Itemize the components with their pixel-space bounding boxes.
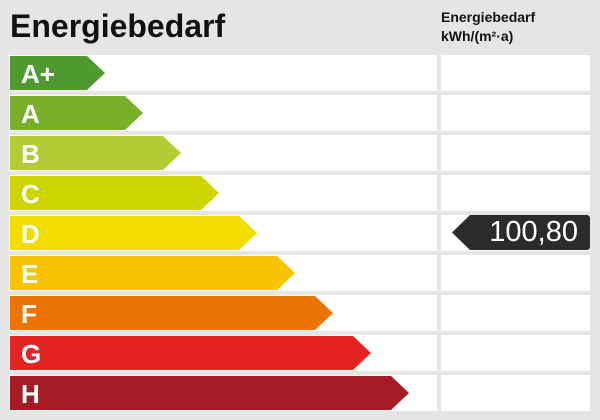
energy-class-arrow-d: D bbox=[10, 216, 257, 250]
energy-class-arrow-b: B bbox=[10, 136, 181, 170]
value-cell bbox=[441, 135, 590, 171]
energy-class-arrow-f: F bbox=[10, 296, 333, 330]
energy-class-label: G bbox=[21, 339, 42, 369]
energy-class-label: C bbox=[21, 179, 40, 209]
energy-class-row: C bbox=[9, 175, 437, 211]
energy-class-row: A+ bbox=[9, 55, 437, 91]
energy-class-row: E bbox=[9, 255, 437, 291]
energy-class-label: D bbox=[21, 219, 40, 249]
energy-class-label: E bbox=[21, 259, 39, 289]
energy-class-arrow-a: A bbox=[10, 96, 143, 130]
energy-class-row: H bbox=[9, 375, 437, 411]
value-marker: 100,80 bbox=[452, 215, 590, 250]
value-cell bbox=[441, 255, 590, 291]
value-cell bbox=[441, 335, 590, 371]
energy-class-label: F bbox=[21, 299, 37, 329]
energy-class-label: B bbox=[21, 139, 40, 169]
value-cell bbox=[441, 95, 590, 131]
energy-class-arrow-a-plus: A+ bbox=[10, 56, 105, 90]
column-header-title: Energiebedarf bbox=[441, 9, 536, 25]
column-header-unit: kWh/(m²·a) bbox=[441, 28, 514, 44]
energy-class-label: A+ bbox=[21, 59, 55, 89]
value-cell bbox=[441, 295, 590, 331]
energy-class-row: B bbox=[9, 135, 437, 171]
energy-class-row: F bbox=[9, 295, 437, 331]
energy-class-row: D bbox=[9, 215, 437, 251]
page-title: Energiebedarf bbox=[10, 8, 226, 44]
energy-class-label: H bbox=[21, 379, 40, 409]
value-cell bbox=[441, 55, 590, 91]
value-cell bbox=[441, 175, 590, 211]
energy-class-arrow-c: C bbox=[10, 176, 219, 210]
value-text: 100,80 bbox=[489, 216, 578, 248]
energy-class-row: A bbox=[9, 95, 437, 131]
energy-class-arrow-g: G bbox=[10, 336, 371, 370]
energy-class-arrow-e: E bbox=[10, 256, 295, 290]
energy-class-label: A bbox=[21, 99, 40, 129]
energy-class-row: G bbox=[9, 335, 437, 371]
energy-class-arrow-h: H bbox=[10, 376, 409, 410]
column-header: Energiebedarf kWh/(m²·a) bbox=[441, 8, 535, 46]
value-cell bbox=[441, 375, 590, 411]
